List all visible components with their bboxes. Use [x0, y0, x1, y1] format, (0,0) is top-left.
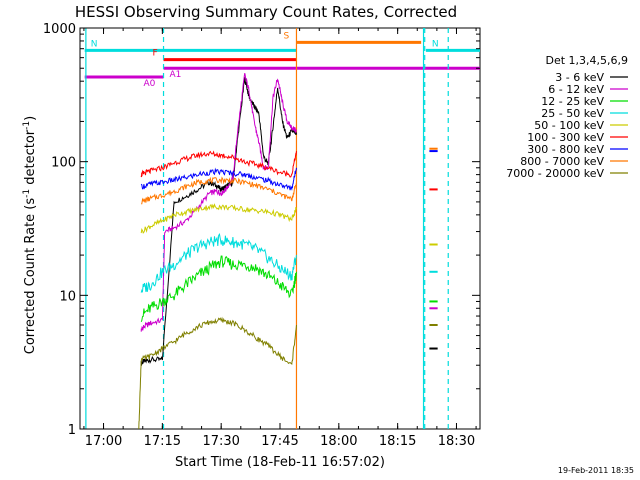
legend-label: 6 - 12 keV: [548, 83, 604, 96]
y-tick-label: 1000: [43, 22, 76, 37]
x-tick-label: 17:15: [144, 434, 181, 449]
x-tick-label: 18:30: [438, 434, 475, 449]
series-line: [140, 203, 297, 234]
y-tick-label: 10: [59, 289, 76, 304]
legend-label: 7000 - 20000 keV: [506, 167, 604, 180]
y-axis-label-exp1: -1: [22, 189, 32, 198]
flag-label: A1: [170, 70, 182, 80]
legend-label: 800 - 7000 keV: [520, 155, 604, 168]
y-axis-ticks: 1000 100 10 1: [43, 22, 480, 438]
y-axis-label: Corrected Count Rate (s-1 detector-1): [22, 116, 38, 354]
chart-title: HESSI Observing Summary Count Rates, Cor…: [75, 3, 457, 21]
legend-label: 300 - 800 keV: [527, 143, 604, 156]
flag-bars: N N F S A0 A1: [84, 31, 480, 89]
legend-label: 25 - 50 keV: [541, 107, 604, 120]
x-tick-label: 18:15: [379, 434, 416, 449]
flag-label: A0: [144, 79, 156, 89]
x-tick-label: 17:45: [261, 434, 298, 449]
flag-label: N: [432, 39, 439, 49]
y-axis-label-part2: detector: [23, 129, 38, 189]
x-tick-label: 17:30: [202, 434, 239, 449]
timestamp: 19-Feb-2011 18:35: [558, 466, 634, 475]
x-axis-label: Start Time (18-Feb-11 16:57:02): [175, 455, 385, 470]
data-series: [138, 73, 297, 430]
series-line: [140, 73, 297, 332]
x-axis-ticks: 17:00 17:15 17:30 17:45 18:00 18:15 18:30: [83, 28, 477, 449]
flag-label: F: [153, 49, 158, 59]
y-axis-label-part3: ): [23, 116, 38, 121]
series-line: [140, 150, 297, 178]
series-line: [141, 176, 297, 205]
series-line: [140, 255, 297, 322]
x-tick-label: 17:00: [85, 434, 122, 449]
y-axis-label-exp2: -1: [22, 121, 32, 130]
y-tick-label: 100: [51, 156, 76, 171]
flag-label: N: [91, 39, 98, 49]
legend-label: 3 - 6 keV: [555, 71, 604, 84]
late-segment: [429, 147, 438, 350]
legend-label: 50 - 100 keV: [534, 119, 604, 132]
legend-label: 12 - 25 keV: [541, 95, 604, 108]
legend-label: 100 - 300 keV: [527, 131, 604, 144]
y-axis-label-part1: Corrected Count Rate (s: [23, 198, 38, 355]
series-line: [140, 232, 297, 294]
series-line: [138, 316, 297, 430]
series-line: [140, 167, 297, 191]
vertical-markers: [85, 28, 449, 429]
flag-label: S: [283, 31, 289, 41]
x-tick-label: 18:00: [320, 434, 357, 449]
y-tick-label: 1: [68, 423, 76, 438]
series-line: [140, 77, 297, 367]
legend-title: Det 1,3,4,5,6,9: [545, 54, 628, 67]
